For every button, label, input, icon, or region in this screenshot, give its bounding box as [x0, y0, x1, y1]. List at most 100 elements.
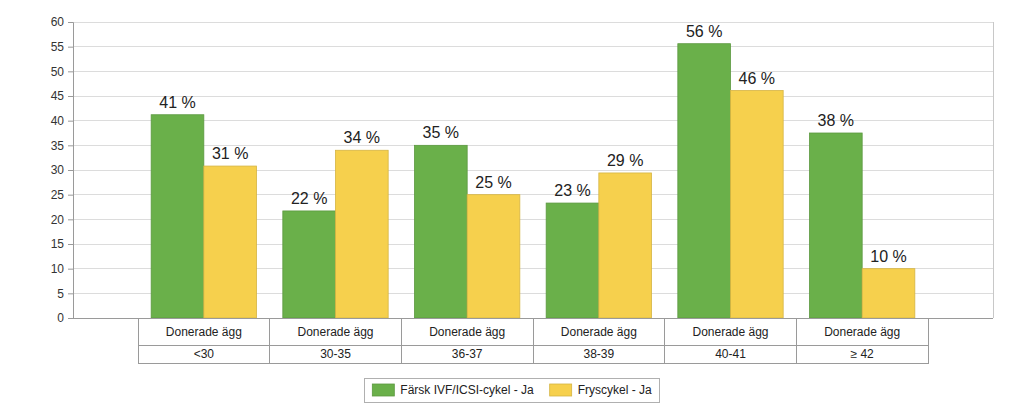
tick-label: 40 [51, 114, 65, 128]
tick: 15 [51, 237, 73, 251]
legend-label: Fryscykel - Ja [578, 383, 652, 397]
data-label: 25 % [475, 174, 511, 191]
tick-mark [68, 71, 73, 72]
category-label: ≥ 42 [851, 347, 875, 361]
category-cell [665, 345, 797, 363]
category-label: Donerade ägg [429, 325, 505, 339]
bar [678, 44, 731, 318]
legend-item: Färsk IVF/ICSI-cykel - Ja [372, 383, 534, 397]
category-label: Donerade ägg [166, 325, 242, 339]
bar [283, 211, 336, 318]
tick-mark [68, 47, 73, 48]
bar [204, 166, 257, 318]
data-label: 10 % [870, 248, 906, 265]
tick: 50 [51, 65, 73, 79]
tick-mark [68, 121, 73, 122]
tick: 55 [51, 40, 73, 54]
data-label: 22 % [291, 190, 327, 207]
tick-mark [68, 170, 73, 171]
data-label: 23 % [554, 182, 590, 199]
tick-mark [68, 22, 73, 23]
category-cell [270, 318, 402, 345]
category-label: 30-35 [320, 347, 351, 361]
tick: 5 [57, 287, 73, 301]
category-cell [796, 318, 928, 345]
tick-label: 35 [51, 139, 65, 153]
tick: 45 [51, 89, 73, 103]
category-cell [401, 318, 533, 345]
legend: Färsk IVF/ICSI-cykel - Ja Fryscykel - Ja [364, 378, 659, 402]
tick-label: 5 [57, 287, 64, 301]
tick-label: 25 [51, 188, 65, 202]
category-cell [665, 318, 797, 345]
tick-label: 15 [51, 237, 65, 251]
tick-label: 55 [51, 40, 65, 54]
tick: 10 [51, 262, 73, 276]
tick: 20 [51, 213, 73, 227]
tick: 60 [51, 15, 73, 29]
tick-mark [68, 96, 73, 97]
category-cell [796, 345, 928, 363]
tick: 30 [51, 163, 73, 177]
legend-swatch [372, 384, 394, 396]
bars [151, 44, 915, 318]
legend-item: Fryscykel - Ja [550, 383, 652, 397]
tick-label: 0 [57, 311, 64, 325]
plot-frame [993, 22, 994, 318]
tick-mark [68, 145, 73, 146]
category-label: Donerade ägg [824, 325, 900, 339]
data-label: 35 % [423, 124, 459, 141]
axis-line [68, 23, 74, 319]
tick-label: 30 [51, 163, 65, 177]
grid-line [73, 22, 993, 23]
legend-label: Färsk IVF/ICSI-cykel - Ja [400, 383, 534, 397]
tick: 25 [51, 188, 73, 202]
bar [810, 133, 863, 318]
category-label: <30 [194, 347, 215, 361]
data-label: 41 % [159, 94, 195, 111]
category-cell [270, 345, 402, 363]
tick-label: 45 [51, 89, 65, 103]
tick-mark [68, 219, 73, 220]
y-axis: 0 5 10 15 20 25 30 35 40 45 50 55 60 [51, 15, 74, 325]
bar [546, 203, 599, 318]
tick-mark [68, 293, 73, 294]
bar [599, 173, 652, 318]
grid-line [73, 120, 993, 121]
data-label: 34 % [344, 129, 380, 146]
data-label: 56 % [686, 23, 722, 40]
category-label: Donerade ägg [297, 325, 373, 339]
category-cell [138, 345, 270, 363]
legend-frame [364, 378, 659, 402]
data-labels: 41 %22 %35 %23 %56 %38 %31 %34 %25 %29 %… [159, 23, 906, 265]
tick-mark [68, 195, 73, 196]
tick-mark [68, 318, 73, 319]
tick-label: 10 [51, 262, 65, 276]
data-label: 46 % [739, 70, 775, 87]
data-label: 29 % [607, 152, 643, 169]
bar [467, 195, 520, 318]
legend-swatch [550, 384, 572, 396]
category-cell [138, 318, 270, 345]
tick-label: 20 [51, 213, 65, 227]
category-cell [401, 345, 533, 363]
tick-mark [68, 244, 73, 245]
category-label: 38-39 [583, 347, 614, 361]
tick: 0 [57, 311, 73, 325]
data-label: 31 % [212, 145, 248, 162]
chart: 41 %22 %35 %23 %56 %38 %31 %34 %25 %29 %… [0, 0, 1024, 418]
bar [336, 150, 389, 318]
grid-line [73, 71, 993, 72]
grid-line [73, 96, 993, 97]
grid-line [73, 46, 993, 47]
category-label: Donerade ägg [692, 325, 768, 339]
category-cell [533, 345, 665, 363]
category-label: 40-41 [715, 347, 746, 361]
category-label: Donerade ägg [561, 325, 637, 339]
bar [151, 115, 204, 318]
bar [415, 145, 468, 318]
tick: 35 [51, 139, 73, 153]
category-cell [533, 318, 665, 345]
tick-label: 60 [51, 15, 65, 29]
bar [731, 91, 784, 318]
